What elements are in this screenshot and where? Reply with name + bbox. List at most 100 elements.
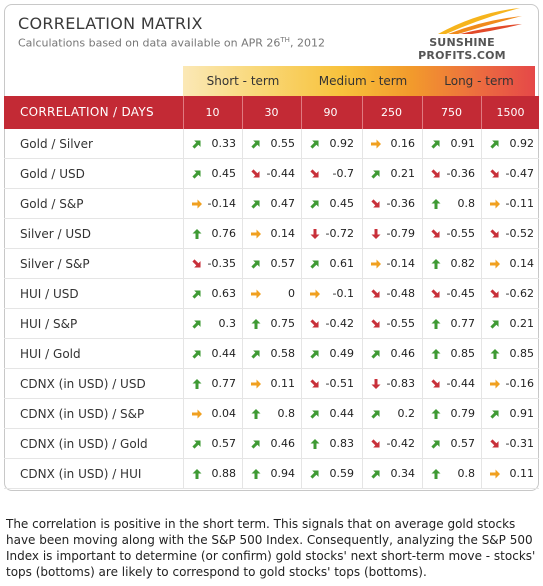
column-header-1500: 1500: [496, 106, 525, 119]
column-header-row: CORRELATION / DAYS 10 30 90 250 750 1500: [4, 96, 539, 129]
correlation-value: -0.72: [325, 227, 354, 240]
correlation-value: 0.82: [450, 257, 476, 270]
trend-arrow-right-icon: [490, 469, 500, 479]
correlation-value: 0.33: [211, 137, 237, 150]
correlation-cell: -0.14: [183, 189, 242, 219]
correlation-value: -0.44: [266, 167, 295, 180]
correlation-value: 0.75: [270, 317, 296, 330]
correlation-value: 0.61: [329, 257, 355, 270]
correlation-value: -0.42: [325, 317, 354, 330]
correlation-cell: 0.83: [301, 429, 360, 459]
trend-arrow-up-icon: [431, 349, 441, 359]
correlation-value: 0.14: [270, 227, 296, 240]
row-label: CDNX (in USD) / Gold: [20, 437, 148, 451]
table-row: Silver / S&P -0.35 0.57 0.61 -0.14 0.82 0.14: [4, 249, 539, 279]
correlation-cell: 0.11: [481, 459, 540, 489]
trend-arrow-down-right-icon: [371, 319, 380, 328]
trend-arrow-up-right-icon: [251, 440, 260, 449]
correlation-cell: 0.2: [362, 399, 421, 429]
correlation-cell: -0.79: [362, 219, 421, 249]
page-subtitle: Calculations based on data available on …: [18, 36, 325, 50]
correlation-cell: -0.7: [301, 159, 360, 189]
correlation-value: -0.52: [505, 227, 534, 240]
correlation-cell: 0.61: [301, 249, 360, 279]
trend-arrow-up-right-icon: [490, 320, 499, 329]
correlation-cell: 0.92: [301, 129, 360, 159]
correlation-cell: 0.75: [242, 309, 301, 339]
correlation-value: 0.57: [211, 437, 237, 450]
correlation-cell: 0.47: [242, 189, 301, 219]
correlation-value: 0.85: [450, 347, 476, 360]
correlation-value: 0.11: [270, 377, 296, 390]
correlation-value: 0.8: [277, 407, 296, 420]
correlation-value: 0.16: [390, 137, 416, 150]
correlation-value: 0.92: [509, 137, 535, 150]
correlation-cell: 0.57: [242, 249, 301, 279]
table-row: HUI / Gold 0.44 0.58 0.49 0.46 0.85 0.85: [4, 339, 539, 369]
trend-arrow-right-icon: [192, 199, 202, 209]
trend-arrow-right-icon: [371, 259, 381, 269]
trend-arrow-down-right-icon: [310, 169, 319, 178]
correlation-cell: -0.36: [362, 189, 421, 219]
correlation-cell: -0.36: [422, 159, 481, 189]
correlation-cell: -0.16: [481, 369, 540, 399]
row-label: HUI / S&P: [20, 317, 78, 331]
trend-arrow-up-icon: [251, 469, 261, 479]
correlation-value: 0.58: [270, 347, 296, 360]
term-long: Long - term: [444, 74, 514, 88]
correlation-cell: 0.21: [481, 309, 540, 339]
correlation-value: 0.79: [450, 407, 476, 420]
correlation-cell: 0.46: [242, 429, 301, 459]
trend-arrow-up-right-icon: [310, 470, 319, 479]
correlation-cell: -0.35: [183, 249, 242, 279]
row-label: Silver / USD: [20, 227, 92, 241]
trend-arrow-up-right-icon: [251, 200, 260, 209]
correlation-cell: 0.8: [422, 189, 481, 219]
trend-arrow-right-icon: [251, 379, 261, 389]
trend-arrow-up-icon: [490, 349, 500, 359]
table-row: CDNX (in USD) / Gold 0.57 0.46 0.83 -0.42 0.5…: [4, 429, 539, 459]
trend-arrow-up-icon: [431, 199, 441, 209]
correlation-value: -0.48: [386, 287, 415, 300]
table-row: Gold / Silver 0.33 0.55 0.92 0.16 0.91 0.92: [4, 129, 539, 159]
table-row: CDNX (in USD) / USD 0.77 0.11 -0.51 -0.83 -0.…: [4, 369, 539, 399]
trend-arrow-down-right-icon: [431, 289, 440, 298]
trend-arrow-down-right-icon: [371, 199, 380, 208]
corner-label: CORRELATION / DAYS: [20, 105, 154, 119]
correlation-value: -0.47: [505, 167, 534, 180]
trend-arrow-right-icon: [251, 289, 261, 299]
correlation-value: 0: [288, 287, 295, 300]
trend-arrow-up-icon: [310, 439, 320, 449]
trend-arrow-down-right-icon: [431, 379, 440, 388]
correlation-cell: -0.31: [481, 429, 540, 459]
trend-arrow-right-icon: [490, 199, 500, 209]
correlation-cell: -0.44: [422, 369, 481, 399]
correlation-value: 0.46: [390, 347, 416, 360]
correlation-cell: 0.82: [422, 249, 481, 279]
row-label: CDNX (in USD) / USD: [20, 377, 146, 391]
correlation-cell: 0.85: [422, 339, 481, 369]
correlation-value: 0.14: [509, 257, 535, 270]
correlation-value: 0.76: [211, 227, 237, 240]
correlation-value: -0.36: [386, 197, 415, 210]
trend-arrow-right-icon: [371, 139, 381, 149]
correlation-value: 0.04: [211, 407, 237, 420]
correlation-value: -0.14: [207, 197, 236, 210]
trend-arrow-down-right-icon: [310, 379, 319, 388]
trend-arrow-down-right-icon: [251, 169, 260, 178]
row-label: CDNX (in USD) / HUI: [20, 467, 142, 481]
correlation-value: 0.55: [270, 137, 296, 150]
trend-arrow-up-right-icon: [371, 410, 380, 419]
correlation-cell: 0.92: [481, 129, 540, 159]
correlation-value: 0.44: [211, 347, 237, 360]
correlation-value: 0.91: [509, 407, 535, 420]
trend-arrow-down-right-icon: [490, 169, 499, 178]
trend-arrow-right-icon: [490, 259, 500, 269]
correlation-cell: 0.85: [481, 339, 540, 369]
row-label: Gold / Silver: [20, 137, 93, 151]
correlation-value: 0.11: [509, 467, 535, 480]
correlation-value: -0.16: [505, 377, 534, 390]
correlation-value: -0.1: [332, 287, 354, 300]
correlation-value: 0.57: [270, 257, 296, 270]
trend-arrow-up-right-icon: [431, 440, 440, 449]
